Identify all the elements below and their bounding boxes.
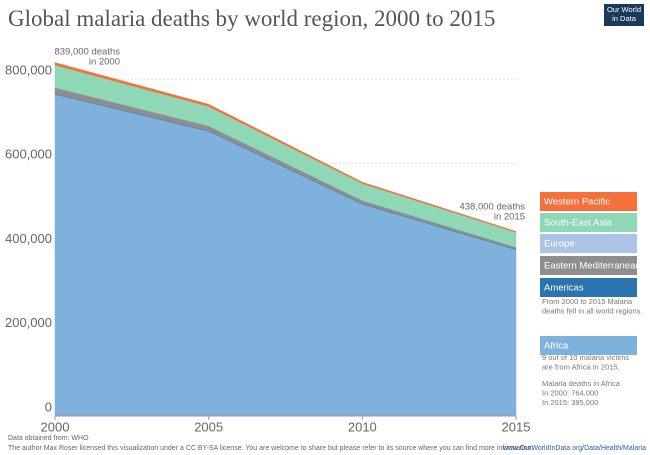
legend-label: Americas — [544, 283, 584, 294]
legend-note: In 2015: 395,000 — [542, 398, 598, 407]
legend-label: South-East Asia — [544, 218, 612, 229]
legend-swatch[interactable] — [540, 256, 637, 275]
legend-swatch[interactable] — [540, 192, 637, 211]
legend-label: Western Pacific — [544, 197, 610, 208]
y-tick-label: 600,000 — [5, 147, 52, 162]
legend-label: Europe — [544, 239, 575, 250]
legend-swatch[interactable] — [540, 213, 637, 232]
legend-label: Africa — [544, 341, 569, 352]
legend-note: In 2000: 764,000 — [542, 388, 598, 397]
annotation: 839,000 deaths — [54, 47, 120, 58]
legend-note: Malaria deaths in Africa — [542, 379, 621, 388]
legend-note: From 2000 to 2015 Malaria — [542, 297, 633, 306]
area — [54, 93, 517, 417]
x-tick-label: 2010 — [348, 419, 377, 434]
legend-note: 9 out of 10 malaria victims — [542, 353, 629, 362]
legend-note: deaths fell in all world regions. — [542, 306, 642, 315]
logo-text: in Data — [612, 14, 637, 23]
annotation: 438,000 deaths — [459, 202, 525, 213]
footer-link: www.OurWorldInData.org/Data/Health/Malar… — [502, 445, 646, 452]
annotation: in 2000 — [89, 57, 120, 68]
x-tick-label: 2015 — [502, 419, 531, 434]
legend-swatch[interactable] — [540, 278, 637, 297]
x-tick-label: 2000 — [41, 419, 70, 434]
area — [54, 62, 517, 233]
chart-title: Global malaria deaths by world region, 2… — [8, 6, 495, 31]
y-tick-label: 200,000 — [5, 315, 52, 330]
logo — [604, 4, 644, 26]
x-tick-label: 2005 — [194, 419, 223, 434]
legend-label: Eastern Mediterranean — [544, 261, 641, 272]
logo-text: Our World — [607, 5, 641, 14]
footer: The author Max Roser licensed this visua… — [8, 445, 533, 452]
y-tick-label: 400,000 — [5, 231, 52, 246]
footer: Data obtained from: WHO — [8, 435, 89, 442]
y-tick-label: 0 — [45, 399, 52, 414]
annotation: in 2015 — [494, 212, 525, 223]
legend-swatch[interactable] — [540, 234, 637, 253]
legend-swatch[interactable] — [540, 336, 637, 355]
legend-note: are from Africa in 2015. — [542, 362, 620, 371]
y-tick-label: 800,000 — [5, 62, 52, 77]
